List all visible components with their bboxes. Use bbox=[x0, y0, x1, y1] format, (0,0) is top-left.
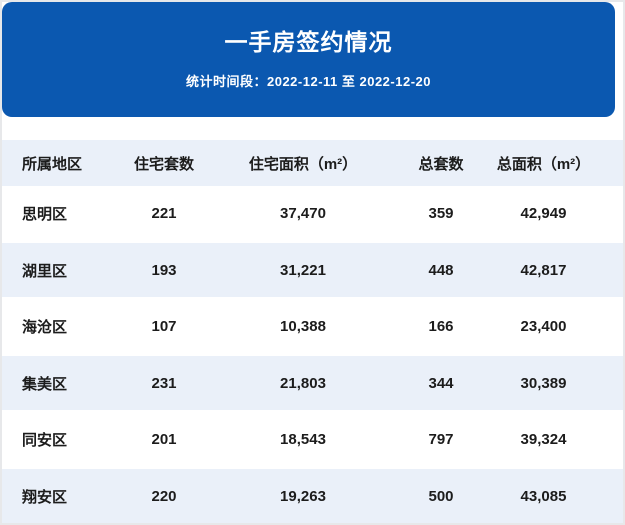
cell-residential-units: 231 bbox=[114, 353, 214, 412]
table-row-tongan: 同安区 201 18,543 797 39,324 bbox=[2, 411, 623, 468]
stats-period-subtitle: 统计时间段：2022-12-11 至 2022-12-20 bbox=[185, 73, 431, 89]
table-row-xiangan: 翔安区 220 19,263 500 43,085 bbox=[2, 466, 623, 523]
banner-table-spacer bbox=[2, 117, 623, 140]
column-header-total-units: 总套数 bbox=[392, 140, 490, 186]
cell-district: 湖里区 bbox=[2, 240, 114, 299]
cell-total-area: 42,949 bbox=[490, 186, 623, 242]
cell-residential-area: 18,543 bbox=[214, 411, 392, 468]
cell-residential-area: 19,263 bbox=[214, 466, 392, 523]
table-header-row: 所属地区 住宅套数 住宅面积（m²） 总套数 总面积（m²） bbox=[2, 140, 623, 186]
column-header-total-area: 总面积（m²） bbox=[490, 140, 623, 186]
cell-total-units: 166 bbox=[392, 298, 490, 355]
cell-residential-units: 107 bbox=[114, 298, 214, 355]
table-row-huli: 湖里区 193 31,221 448 42,817 bbox=[2, 240, 623, 299]
cell-residential-units: 221 bbox=[114, 186, 214, 242]
cell-total-units: 359 bbox=[392, 186, 490, 242]
table-body: 思明区 221 37,470 359 42,949 湖里区 193 31,221… bbox=[2, 186, 623, 523]
cell-residential-area: 31,221 bbox=[214, 240, 392, 299]
column-header-residential-units: 住宅套数 bbox=[114, 140, 214, 186]
signing-status-table: 所属地区 住宅套数 住宅面积（m²） 总套数 总面积（m²） 思明区 221 3… bbox=[2, 140, 623, 523]
cell-residential-area: 37,470 bbox=[214, 186, 392, 242]
cell-total-units: 797 bbox=[392, 411, 490, 468]
cell-residential-units: 201 bbox=[114, 411, 214, 468]
cell-total-area: 30,389 bbox=[490, 353, 623, 412]
cell-residential-units: 220 bbox=[114, 466, 214, 523]
cell-district: 集美区 bbox=[2, 353, 114, 412]
cell-district: 同安区 bbox=[2, 411, 114, 468]
cell-district: 海沧区 bbox=[2, 298, 114, 355]
cell-total-units: 344 bbox=[392, 353, 490, 412]
cell-total-area: 23,400 bbox=[490, 298, 623, 355]
cell-residential-area: 21,803 bbox=[214, 353, 392, 412]
cell-total-area: 42,817 bbox=[490, 240, 623, 299]
column-header-residential-area: 住宅面积（m²） bbox=[214, 140, 392, 186]
cell-district: 思明区 bbox=[2, 186, 114, 242]
header-banner: 一手房签约情况 统计时间段：2022-12-11 至 2022-12-20 bbox=[2, 2, 615, 117]
cell-district: 翔安区 bbox=[2, 466, 114, 523]
page-title: 一手房签约情况 bbox=[224, 29, 393, 56]
table-header: 所属地区 住宅套数 住宅面积（m²） 总套数 总面积（m²） bbox=[2, 140, 623, 186]
cell-residential-area: 10,388 bbox=[214, 298, 392, 355]
cell-total-units: 448 bbox=[392, 240, 490, 299]
table-row-haicang: 海沧区 107 10,388 166 23,400 bbox=[2, 298, 623, 355]
column-header-district: 所属地区 bbox=[2, 140, 114, 186]
table-row-jimei: 集美区 231 21,803 344 30,389 bbox=[2, 353, 623, 412]
table-row-siming: 思明区 221 37,470 359 42,949 bbox=[2, 186, 623, 242]
cell-total-area: 43,085 bbox=[490, 466, 623, 523]
cell-residential-units: 193 bbox=[114, 240, 214, 299]
cell-total-area: 39,324 bbox=[490, 411, 623, 468]
cell-total-units: 500 bbox=[392, 466, 490, 523]
